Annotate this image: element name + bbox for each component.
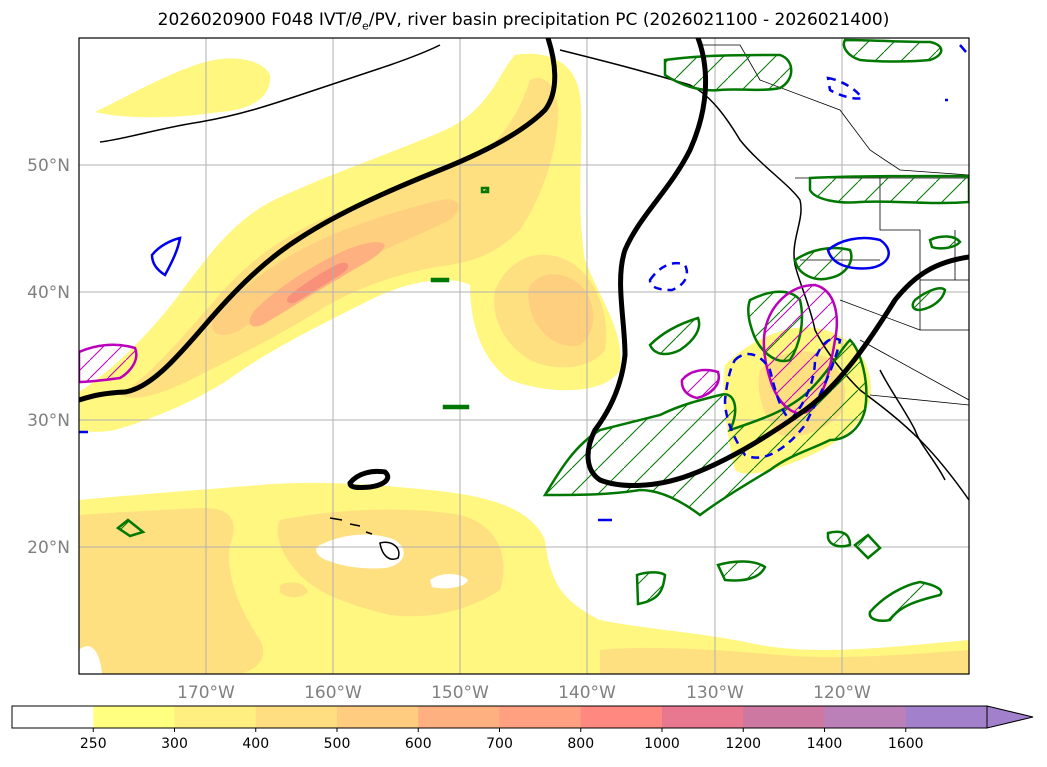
pc-region-mid	[430, 277, 470, 410]
pc-region-north	[663, 53, 793, 92]
lat-label-20: 20°N	[27, 538, 70, 558]
ivt-northwest-250	[95, 58, 271, 118]
colorbar-swatch	[418, 706, 500, 728]
lat-label-30: 30°N	[27, 411, 70, 431]
colorbar: 250 300 400 500 600 700 800 1000 1200 1400 1600	[11, 705, 1034, 752]
figure-title: 2026020900 F048 IVT/θe/PV, river basin p…	[0, 10, 1047, 32]
ivt-south-300	[79, 507, 264, 674]
pv-dashed-coast	[723, 337, 842, 459]
colorbar-tick-label: 250	[80, 736, 107, 752]
colorbar-swatch	[662, 706, 744, 728]
ivt-hole-sw	[79, 646, 102, 674]
ivt-south-300c	[600, 647, 969, 674]
pc-high-coast	[762, 283, 839, 415]
title-prefix: 2026020900 F048 IVT/	[157, 10, 352, 30]
map-content	[79, 38, 969, 674]
colorbar-tick-label: 500	[324, 736, 351, 752]
alaska-border	[700, 44, 969, 176]
pc-high-offshore	[680, 368, 721, 400]
colorbar-swatch	[743, 706, 825, 728]
colorbar-swatch	[580, 706, 663, 728]
lon-label-130w: 130°W	[686, 683, 744, 703]
colorbar-tick-label: 1000	[644, 736, 680, 752]
colorbar-swatch	[905, 706, 988, 728]
pv-solid-or	[826, 236, 890, 270]
map-panel	[78, 37, 970, 675]
pv-contours	[79, 44, 967, 522]
precip-pc-high	[79, 283, 839, 415]
pc-region-bc	[808, 174, 969, 205]
theta-e-east	[585, 38, 969, 488]
ivt-hole-small2	[280, 582, 308, 598]
pc-region-south-3	[868, 580, 943, 622]
colorbar-swatch	[824, 706, 907, 728]
lat-label-50: 50°N	[27, 156, 70, 176]
colorbar-tick-label: 600	[405, 736, 432, 752]
colorbar-tick-label: 800	[567, 736, 594, 752]
colorbar-extend-arrow	[986, 705, 1034, 729]
colorbar-tick-label: 1600	[888, 736, 924, 752]
pv-dashed-mid	[648, 261, 689, 292]
colorbar-swatch	[93, 706, 175, 728]
colorbar-tick-label: 300	[161, 736, 188, 752]
lon-label-160w: 160°W	[304, 683, 362, 703]
hawaii-big	[379, 541, 400, 560]
colorbar-swatch	[174, 706, 257, 728]
lat-axis: 50°N 40°N 30°N 20°N	[27, 156, 70, 558]
pc-region-west-1	[115, 518, 146, 538]
aleutian-coast	[99, 44, 441, 143]
colorbar-tick-label: 1400	[807, 736, 843, 752]
theta-e-loop	[347, 468, 391, 490]
lat-label-40: 40°N	[27, 283, 70, 303]
colorbar-swatch	[255, 706, 338, 728]
pc-region-ne	[842, 38, 943, 63]
colorbar-swatch	[499, 706, 582, 728]
colorbar-swatch	[337, 706, 419, 728]
pc-region-south-2	[716, 560, 767, 582]
colorbar-tick-label: 1200	[725, 736, 761, 752]
lon-label-140w: 140°W	[558, 683, 616, 703]
baja-coast	[879, 369, 946, 481]
colorbar-tick-label: 400	[242, 736, 269, 752]
theta-e-main	[79, 38, 558, 403]
lon-axis: 170°W 160°W 150°W 140°W 130°W 120°W	[177, 683, 871, 703]
pc-region-sierra	[911, 287, 947, 312]
pc-region-east-ca	[928, 235, 962, 250]
theta-subscript: e	[362, 19, 369, 33]
lon-label-170w: 170°W	[177, 683, 235, 703]
ivt-hole-small	[430, 574, 468, 589]
theta-symbol: θ	[351, 10, 362, 30]
pc-region-nw-dot	[480, 186, 490, 194]
pc-high-west	[79, 343, 138, 384]
mexico-border	[869, 394, 969, 406]
pv-solid-dot	[79, 44, 967, 522]
graticule	[79, 38, 969, 674]
lon-label-150w: 150°W	[431, 683, 489, 703]
lon-label-120w: 120°W	[813, 683, 871, 703]
colorbar-tick-label: 700	[486, 736, 513, 752]
title-suffix: /PV, river basin precipitation PC (20260…	[368, 10, 890, 30]
pc-region-south-1	[635, 571, 667, 606]
pc-region-pacific-east	[648, 316, 701, 356]
pc-region-coast-large	[542, 338, 868, 517]
colorbar-swatch	[12, 706, 94, 728]
pc-region-south-4	[826, 530, 882, 560]
hawaii-small	[329, 517, 373, 535]
pv-solid-west	[150, 236, 182, 277]
map-frame	[78, 37, 970, 675]
theta-e-contour	[79, 38, 969, 490]
